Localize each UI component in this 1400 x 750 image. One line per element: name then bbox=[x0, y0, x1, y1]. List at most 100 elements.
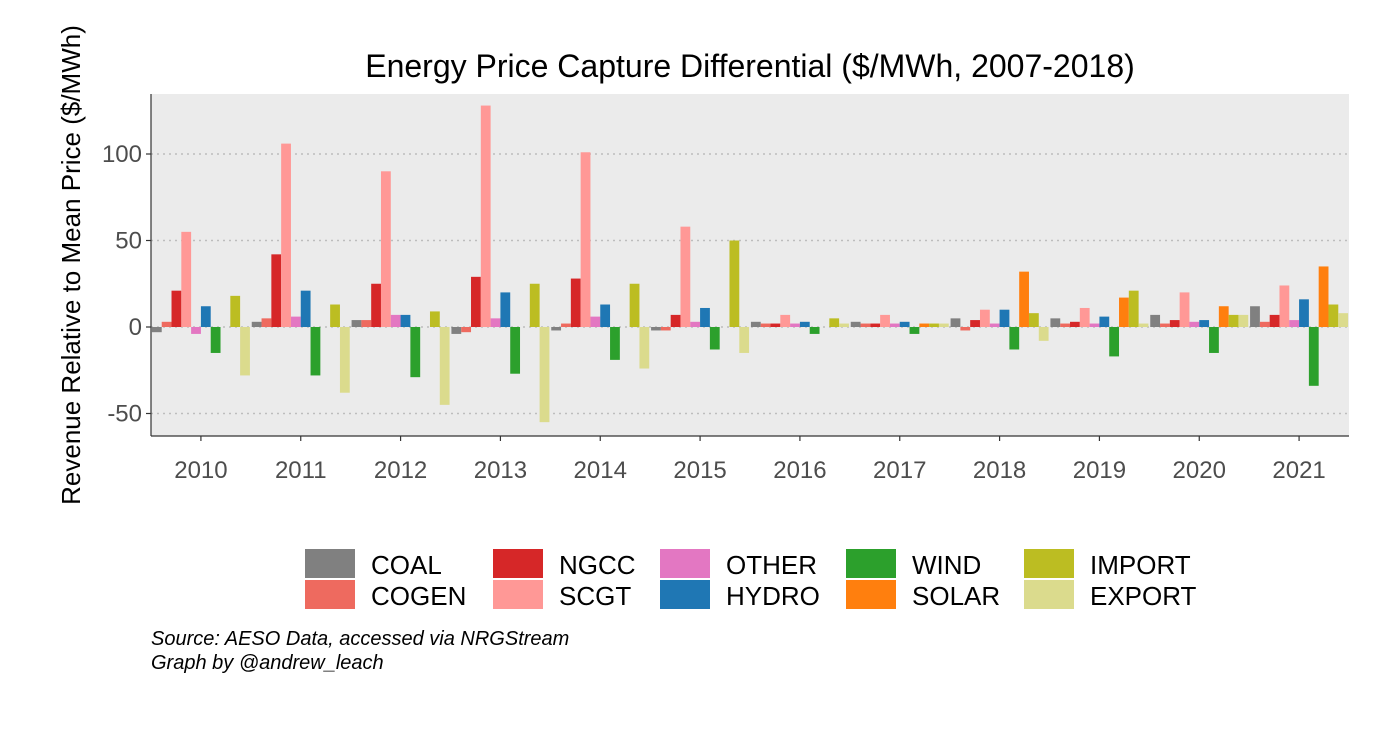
bar-import-2014 bbox=[629, 283, 640, 327]
bar-export-2019 bbox=[1138, 323, 1149, 327]
y-tick-label: 0 bbox=[129, 314, 142, 341]
bar-hydro-2010 bbox=[200, 306, 211, 327]
bar-wind-2010 bbox=[210, 327, 221, 353]
bar-hydro-2018 bbox=[999, 309, 1010, 327]
bar-other-2012 bbox=[390, 314, 401, 327]
bar-cogen-2012 bbox=[361, 320, 372, 327]
bar-coal-2016 bbox=[750, 321, 761, 327]
bar-wind-2019 bbox=[1109, 327, 1120, 357]
plot-panel bbox=[151, 94, 1349, 436]
bar-export-2016 bbox=[839, 323, 849, 327]
bar-export-2012 bbox=[439, 327, 450, 405]
bar-import-2020 bbox=[1228, 314, 1239, 327]
bar-export-2013 bbox=[539, 327, 550, 423]
y-tick-label: -50 bbox=[107, 401, 142, 428]
legend-key-solar bbox=[846, 580, 896, 609]
bar-wind-2015 bbox=[709, 327, 720, 350]
bar-export-2010 bbox=[240, 327, 250, 376]
bar-ngcc-2017 bbox=[870, 323, 881, 327]
bar-scgt-2011 bbox=[281, 143, 291, 327]
bar-scgt-2013 bbox=[480, 105, 491, 327]
bar-hydro-2011 bbox=[300, 290, 311, 327]
bar-cogen-2019 bbox=[1060, 323, 1071, 327]
bar-cogen-2016 bbox=[760, 323, 771, 327]
bar-import-2021 bbox=[1328, 304, 1339, 327]
legend-key-wind bbox=[846, 549, 896, 578]
x-tick-label: 2014 bbox=[574, 457, 627, 484]
legend-key-hydro bbox=[660, 580, 710, 609]
bar-other-2017 bbox=[889, 323, 900, 327]
bar-scgt-2018 bbox=[979, 309, 990, 327]
x-tick-label: 2012 bbox=[374, 457, 427, 484]
legend-key-other bbox=[660, 549, 710, 578]
legend-key-coal bbox=[305, 549, 355, 578]
bar-import-2016 bbox=[829, 318, 840, 327]
x-tick-label: 2020 bbox=[1173, 457, 1226, 484]
bar-scgt-2020 bbox=[1179, 292, 1190, 327]
bar-wind-2021 bbox=[1308, 327, 1319, 386]
bar-hydro-2019 bbox=[1099, 316, 1110, 327]
bar-coal-2021 bbox=[1250, 306, 1260, 327]
bar-wind-2018 bbox=[1009, 327, 1020, 350]
bar-other-2013 bbox=[490, 318, 501, 327]
y-tick-label: 50 bbox=[115, 228, 142, 255]
bar-wind-2012 bbox=[410, 327, 421, 378]
bar-cogen-2017 bbox=[860, 323, 871, 327]
bar-scgt-2010 bbox=[181, 231, 192, 327]
bar-ngcc-2020 bbox=[1169, 320, 1180, 327]
bar-scgt-2021 bbox=[1279, 285, 1290, 327]
bar-cogen-2013 bbox=[461, 327, 472, 333]
bar-import-2010 bbox=[230, 295, 241, 327]
legend-label-coal: COAL bbox=[371, 550, 442, 580]
x-tick-label: 2011 bbox=[275, 457, 327, 484]
bar-wind-2016 bbox=[809, 327, 820, 334]
bar-hydro-2014 bbox=[600, 304, 611, 327]
bar-ngcc-2013 bbox=[471, 276, 481, 327]
bar-coal-2014 bbox=[551, 327, 562, 331]
legend-label-scgt: SCGT bbox=[559, 581, 631, 611]
bar-hydro-2017 bbox=[899, 321, 910, 327]
bar-ngcc-2018 bbox=[970, 320, 980, 327]
bar-other-2010 bbox=[191, 327, 201, 334]
bar-wind-2011 bbox=[310, 327, 321, 376]
bar-other-2014 bbox=[590, 316, 601, 327]
caption-source: Source: AESO Data, accessed via NRGStrea… bbox=[151, 628, 570, 650]
bar-scgt-2019 bbox=[1079, 307, 1090, 327]
bar-wind-2017 bbox=[909, 327, 920, 334]
bar-other-2019 bbox=[1089, 323, 1100, 327]
x-tick-label: 2019 bbox=[1073, 457, 1126, 484]
bar-ngcc-2019 bbox=[1070, 321, 1080, 327]
bar-coal-2012 bbox=[351, 320, 362, 327]
bar-solar-2018 bbox=[1019, 271, 1029, 327]
caption: Source: AESO Data, accessed via NRGStrea… bbox=[151, 627, 569, 675]
bar-cogen-2014 bbox=[561, 323, 571, 327]
bar-import-2012 bbox=[429, 311, 440, 327]
legend-label-other: OTHER bbox=[726, 550, 817, 580]
bar-scgt-2012 bbox=[380, 171, 391, 327]
chart-title: Energy Price Capture Differential ($/MWh… bbox=[365, 48, 1135, 84]
bar-import-2017 bbox=[929, 323, 939, 327]
bar-import-2013 bbox=[529, 283, 540, 327]
bar-import-2019 bbox=[1128, 290, 1139, 327]
caption-credit: Graph by @andrew_leach bbox=[151, 652, 384, 674]
bar-cogen-2015 bbox=[660, 327, 671, 331]
bar-ngcc-2015 bbox=[670, 314, 681, 327]
bar-ngcc-2016 bbox=[770, 323, 781, 327]
x-tick-label: 2013 bbox=[474, 457, 527, 484]
bar-export-2020 bbox=[1238, 314, 1249, 327]
bar-export-2014 bbox=[639, 327, 650, 369]
bar-other-2011 bbox=[290, 316, 301, 327]
bar-cogen-2020 bbox=[1160, 323, 1170, 327]
bar-hydro-2021 bbox=[1299, 299, 1309, 327]
bar-hydro-2012 bbox=[400, 314, 411, 327]
bar-coal-2015 bbox=[651, 327, 661, 331]
bar-solar-2019 bbox=[1119, 297, 1129, 327]
bar-scgt-2015 bbox=[680, 226, 691, 327]
bar-scgt-2014 bbox=[580, 152, 591, 327]
bar-solar-2021 bbox=[1318, 266, 1329, 327]
bar-hydro-2013 bbox=[500, 292, 511, 327]
bar-other-2016 bbox=[790, 323, 800, 327]
x-tick-label: 2010 bbox=[174, 457, 227, 484]
